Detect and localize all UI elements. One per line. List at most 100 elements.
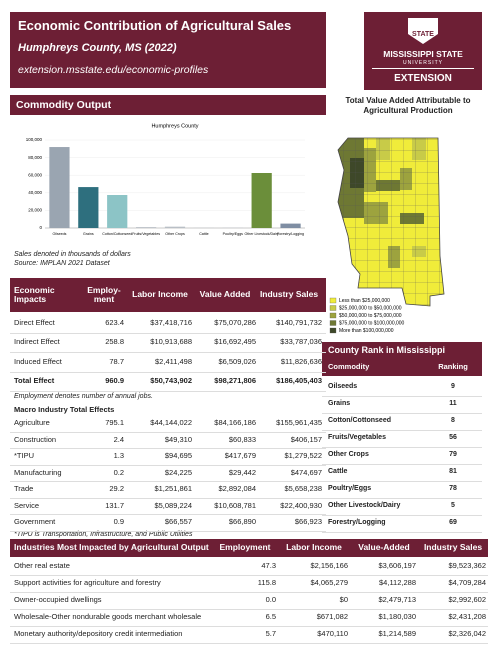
- industries-cell: $2,326,042: [448, 629, 486, 639]
- impacts-cell: $2,411,498: [155, 356, 192, 366]
- map: Less than $25,000,000 $25,000,000 to $50,…: [329, 137, 445, 334]
- macro-cell: $1,279,522: [284, 451, 322, 461]
- x-tick-label: Forestry/Logging: [277, 232, 304, 236]
- industries-column: Labor Income: [286, 542, 342, 553]
- row-rule: [322, 413, 482, 414]
- impacts-footnote: *TIPU is Transportation, Infrastructure,…: [14, 531, 193, 538]
- row-rule: [10, 609, 488, 610]
- industries-cell: $1,180,030: [378, 612, 416, 622]
- impacts-cell: $98,271,806: [214, 376, 256, 386]
- x-tick-label: Other Crops: [165, 232, 185, 236]
- industries-column: Industries Most Impacted by Agricultural…: [14, 542, 209, 553]
- macro-cell: Construction: [14, 434, 57, 444]
- section-band: Commodity Output: [10, 95, 326, 115]
- macro-cell: $10,608,781: [214, 500, 256, 510]
- rank-cell: 5: [451, 502, 455, 510]
- x-tick-label: Other Livestock/Dairy: [244, 232, 279, 236]
- logo-unit: EXTENSION: [394, 73, 452, 84]
- row-rule: [10, 514, 326, 515]
- industries-column: Value-Added: [358, 542, 410, 553]
- macro-cell: *TIPU: [14, 451, 35, 461]
- rank-cell: Cattle: [328, 468, 348, 476]
- section-heading: Commodity Output: [16, 99, 112, 111]
- bar: [164, 226, 186, 228]
- impacts-cell: $16,692,495: [214, 337, 256, 347]
- impacts-cell: Induced Effect: [14, 356, 62, 366]
- y-tick-label: 0: [39, 225, 42, 230]
- bar: [78, 187, 99, 228]
- macro-cell: 29.2: [109, 484, 124, 494]
- macro-cell: $24,225: [164, 467, 192, 477]
- macro-cell: $406,157: [290, 434, 322, 444]
- y-tick-label: 60,000: [28, 172, 42, 177]
- legend-swatch: [329, 305, 337, 311]
- x-tick-label: Cattle: [199, 232, 208, 236]
- impacts-cell: $11,826,636: [280, 356, 322, 366]
- macro-cell: $66,557: [164, 517, 192, 527]
- industries-cell: 5.7: [265, 629, 276, 639]
- x-tick-label: Poultry/Eggs: [223, 232, 244, 236]
- industries-column: Industry Sales: [423, 542, 483, 553]
- industries-header-band: [10, 539, 488, 557]
- macro-cell: $66,890: [228, 517, 256, 527]
- macro-cell: Trade: [14, 484, 34, 494]
- impacts-cell: $186,405,403: [276, 376, 322, 386]
- rank-cell: Fruits/Vegetables: [328, 434, 386, 442]
- logo: STATE MISSISSIPPI STATE UNIVERSITY EXTEN…: [364, 12, 482, 90]
- industries-cell: $0: [339, 595, 348, 605]
- row-rule: [322, 498, 482, 499]
- macro-cell: 0.9: [113, 517, 124, 527]
- impacts-cell: $37,418,716: [150, 317, 192, 327]
- rank-cell: 8: [451, 417, 455, 425]
- row-rule: [10, 352, 326, 353]
- row-rule: [322, 464, 482, 465]
- industries-cell: $4,065,279: [310, 578, 348, 588]
- row-rule: [10, 332, 326, 334]
- row-rule: [10, 448, 326, 449]
- impacts-cell: $50,743,902: [150, 376, 192, 386]
- legend-label: $25,000,000 to $50,000,000: [339, 306, 402, 312]
- macro-cell: $66,923: [294, 517, 322, 527]
- rank-cell: Grains: [328, 400, 351, 408]
- macro-cell: $2,892,084: [218, 484, 256, 494]
- row-rule: [10, 497, 326, 499]
- impacts-note: Employment denotes number of annual jobs…: [14, 393, 153, 400]
- industries-cell: $4,112,288: [379, 578, 416, 588]
- industries-cell: $470,110: [317, 629, 348, 639]
- title: Economic Contribution of Agricultural Sa…: [18, 18, 292, 33]
- rank-title: County Rank in Mississippi: [328, 345, 446, 355]
- chart-source: Source: IMPLAN 2021 Dataset: [14, 260, 110, 267]
- industries-cell: $1,214,589: [378, 629, 416, 639]
- rank-cell: 9: [451, 383, 455, 391]
- legend-label: More than $100,000,000: [339, 328, 394, 334]
- logo-rule: [372, 68, 474, 69]
- rank-column: Ranking: [438, 362, 468, 372]
- macro-cell: 1.3: [113, 451, 124, 461]
- impacts-column: Industry Sales: [259, 289, 319, 300]
- row-rule: [10, 575, 488, 576]
- impacts-cell: $140,791,732: [276, 317, 322, 327]
- impacts-column: Labor Income: [132, 289, 188, 300]
- row-rule: [322, 396, 482, 397]
- row-rule: [322, 532, 482, 533]
- macro-cell: $29,442: [228, 467, 256, 477]
- macro-cell: $22,400,930: [280, 500, 322, 510]
- industries-cell: $3,606,197: [378, 561, 416, 571]
- industries-cell: 115.8: [257, 578, 276, 588]
- rank-cell: Other Livestock/Dairy: [328, 502, 401, 510]
- legend-label: $50,000,000 to $75,000,000: [339, 313, 402, 319]
- row-rule: [10, 481, 326, 482]
- rank-cell: 69: [449, 519, 457, 527]
- macro-cell: $44,144,022: [150, 418, 192, 428]
- row-rule: [10, 431, 326, 433]
- rank-header-band: County Rank in Mississippi: [322, 342, 482, 376]
- logo-university: UNIVERSITY: [402, 60, 443, 66]
- y-tick-label: 100,000: [26, 137, 43, 142]
- impacts-cell: $75,070,286: [214, 317, 256, 327]
- macro-cell: $417,679: [224, 451, 256, 461]
- row-rule: [10, 626, 488, 627]
- macro-cell: 795.1: [105, 418, 124, 428]
- macro-cell: $155,961,435: [276, 418, 322, 428]
- impacts-cell: 623.4: [105, 317, 124, 327]
